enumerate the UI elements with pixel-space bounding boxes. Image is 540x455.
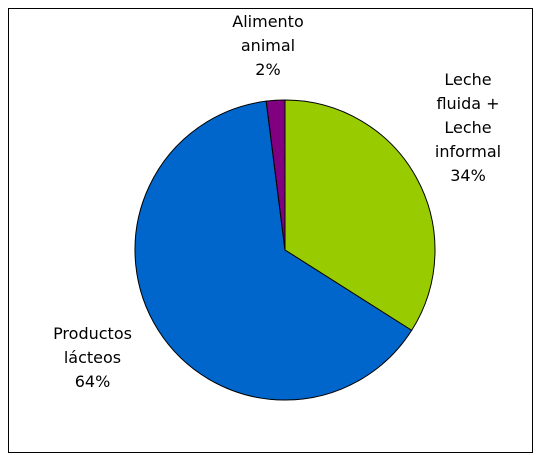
value-label: 34% xyxy=(450,166,486,185)
pie-slice xyxy=(134,100,413,401)
slice-label: Leche fluida + Leche informal 34% xyxy=(428,68,508,188)
pie-slice xyxy=(284,99,436,332)
value-label: 2% xyxy=(255,60,281,79)
slice-label: Alimento animal 2% xyxy=(225,10,311,82)
pie-slice xyxy=(265,99,286,251)
category-label: Alimento animal xyxy=(232,12,304,55)
chart-frame xyxy=(8,8,533,453)
value-label: 64% xyxy=(74,372,111,391)
slice-label: Productos lácteos 64% xyxy=(45,322,140,394)
category-label: Productos lácteos xyxy=(53,324,132,367)
category-label: Leche fluida + Leche informal xyxy=(434,70,502,161)
